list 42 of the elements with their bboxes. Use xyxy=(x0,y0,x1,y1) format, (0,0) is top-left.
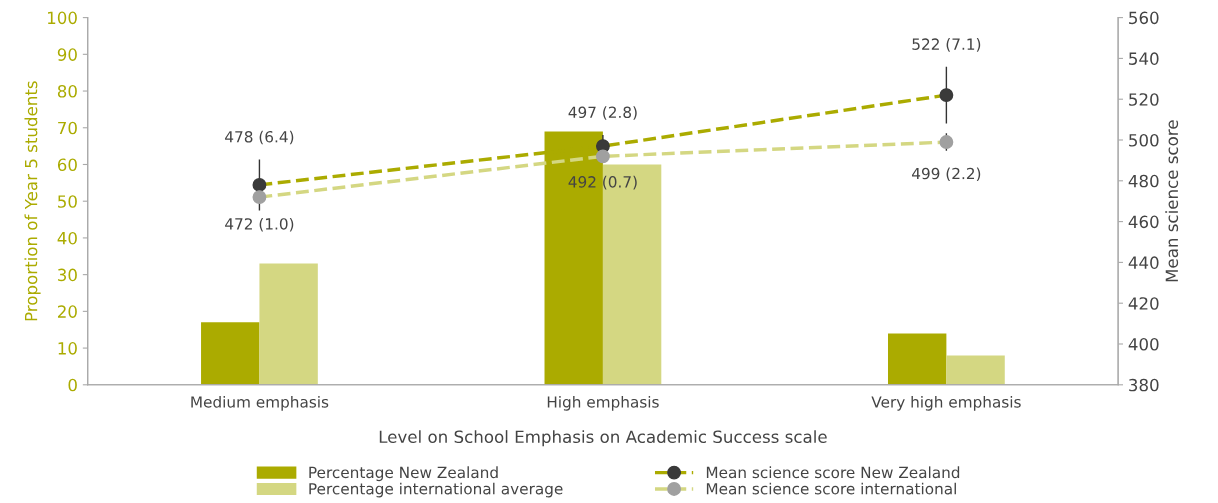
y-tick-label: 40 xyxy=(57,231,77,245)
x-tick-label: Very high emphasis xyxy=(871,395,1021,411)
legend-label: Mean science score New Zealand xyxy=(706,466,960,479)
y-tick-label: 50 xyxy=(58,195,77,208)
y-tick-label: 80 xyxy=(57,85,77,98)
y2-axis-title: Mean science score xyxy=(1165,120,1179,282)
y2-tick-label: 440 xyxy=(1128,256,1159,269)
y2-tick-label: 480 xyxy=(1128,174,1159,188)
data-label: 472 (1.0) xyxy=(225,217,294,232)
bar xyxy=(259,263,318,385)
x-axis-title: Level on School Emphasis on Academic Success scale xyxy=(379,430,827,447)
data-label: 497 (2.8) xyxy=(568,106,637,120)
y-tick-label: 70 xyxy=(58,121,77,135)
y2-tick-label: 520 xyxy=(1129,93,1159,106)
y2-tick-label: 400 xyxy=(1128,337,1159,351)
bar xyxy=(201,322,260,385)
bar xyxy=(602,164,662,385)
y-tick-label: 0 xyxy=(68,378,77,392)
data-label: 522 (7.1) xyxy=(912,38,981,52)
y2-tick-label: 420 xyxy=(1128,297,1159,310)
y2-tick-label: 540 xyxy=(1129,52,1159,65)
y2-tick-label: 500 xyxy=(1129,133,1159,147)
y-tick-label: 90 xyxy=(57,48,77,61)
bar xyxy=(888,333,947,385)
legend-label: Percentage New Zealand xyxy=(309,466,498,482)
y-tick-label: 60 xyxy=(57,158,77,172)
y-tick-label: 10 xyxy=(58,342,77,355)
data-label: 478 (6.4) xyxy=(225,130,294,145)
y2-tick-label: 560 xyxy=(1129,11,1159,25)
y2-tick-label: 380 xyxy=(1129,378,1159,392)
y-tick-label: 100 xyxy=(47,11,77,25)
y2-tick-label: 460 xyxy=(1128,215,1159,229)
data-label: 492 (0.7) xyxy=(568,175,637,190)
legend-label: Mean science score international xyxy=(706,482,956,495)
y-tick-label: 20 xyxy=(57,305,77,318)
bar xyxy=(946,355,1005,385)
y-tick-label: 30 xyxy=(58,268,77,282)
y-axis-title: Proportion of Year 5 students xyxy=(24,81,41,321)
x-tick-label: High emphasis xyxy=(547,395,659,411)
legend-label: Percentage international average xyxy=(309,482,563,498)
data-label: 499 (2.2) xyxy=(912,167,981,182)
x-tick-label: Medium emphasis xyxy=(191,395,329,411)
